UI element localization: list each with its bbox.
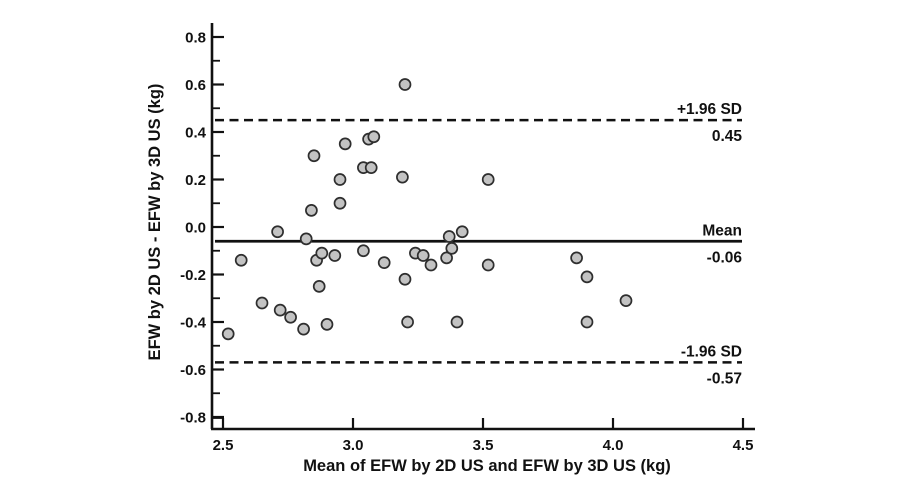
y-tick-label: -0.2: [180, 267, 206, 284]
data-point: [450, 315, 464, 329]
data-point: [396, 170, 409, 184]
y-tick-label: 0.0: [185, 220, 206, 237]
data-point: [481, 258, 495, 272]
data-point: [398, 272, 412, 286]
data-point: [455, 225, 469, 239]
lower-limit-label: -1.96 SD: [681, 343, 742, 360]
y-tick-label: 0.6: [185, 77, 206, 94]
x-tick-label: 3.0: [343, 437, 364, 454]
data-point: [416, 249, 430, 262]
data-point: [255, 296, 269, 310]
data-point: [580, 270, 594, 284]
data-point: [481, 173, 495, 186]
data-point: [299, 232, 313, 246]
y-tick-label: -0.4: [180, 315, 207, 332]
upper-limit-label: +1.96 SD: [677, 101, 742, 118]
data-point: [333, 173, 347, 186]
mean-value: -0.06: [707, 249, 743, 266]
data-point: [333, 196, 347, 210]
y-tick-label: -0.6: [180, 362, 206, 379]
x-axis-title: Mean of EFW by 2D US and EFW by 3D US (k…: [303, 457, 671, 475]
y-tick-label: 0.8: [185, 30, 206, 47]
data-point: [234, 253, 248, 267]
y-tick-label: 0.2: [185, 172, 206, 189]
y-tick-label: -0.8: [180, 410, 206, 427]
data-point: [357, 244, 370, 258]
data-point: [364, 161, 378, 174]
data-point: [445, 242, 459, 255]
upper-limit-value: 0.45: [712, 128, 743, 145]
data-point: [307, 149, 321, 163]
reference-lines-layer: +1.96 SD 0.45 Mean -0.06 -1.96 SD -0.57: [215, 101, 742, 387]
mean-label: Mean: [702, 222, 742, 239]
x-tick-label: 3.5: [473, 437, 494, 454]
data-point: [273, 303, 287, 317]
data-point: [398, 78, 412, 91]
data-point: [570, 251, 583, 265]
data-point: [315, 246, 329, 260]
data-point: [580, 315, 594, 329]
data-point: [338, 137, 352, 151]
data-point: [619, 294, 633, 307]
data-point: [312, 280, 326, 293]
data-point: [377, 256, 391, 269]
data-point: [328, 249, 342, 262]
axes-layer: 2.5 3.0 3.5 4.0 4.5 0.8 0.6 0.4 0.2 0.0 -0.2 -0.4 -0…: [180, 23, 755, 454]
x-tick-label: 2.5: [213, 437, 234, 454]
y-tick-label: 0.4: [185, 125, 207, 142]
data-point: [401, 315, 414, 329]
data-point: [284, 310, 297, 324]
data-point: [424, 258, 438, 272]
data-point: [271, 225, 284, 239]
data-point: [442, 230, 456, 243]
x-tick-label: 4.5: [733, 437, 754, 454]
data-point: [367, 130, 381, 144]
data-point: [440, 251, 453, 265]
data-point: [297, 322, 310, 336]
y-axis-title: EFW by 2D US - EFW by 3D US (kg): [146, 84, 164, 361]
data-point: [320, 318, 334, 331]
lower-limit-value: -0.57: [707, 370, 742, 387]
data-point: [221, 327, 235, 341]
data-point: [305, 204, 318, 217]
x-tick-label: 4.0: [603, 437, 624, 454]
points-layer: [221, 78, 633, 341]
